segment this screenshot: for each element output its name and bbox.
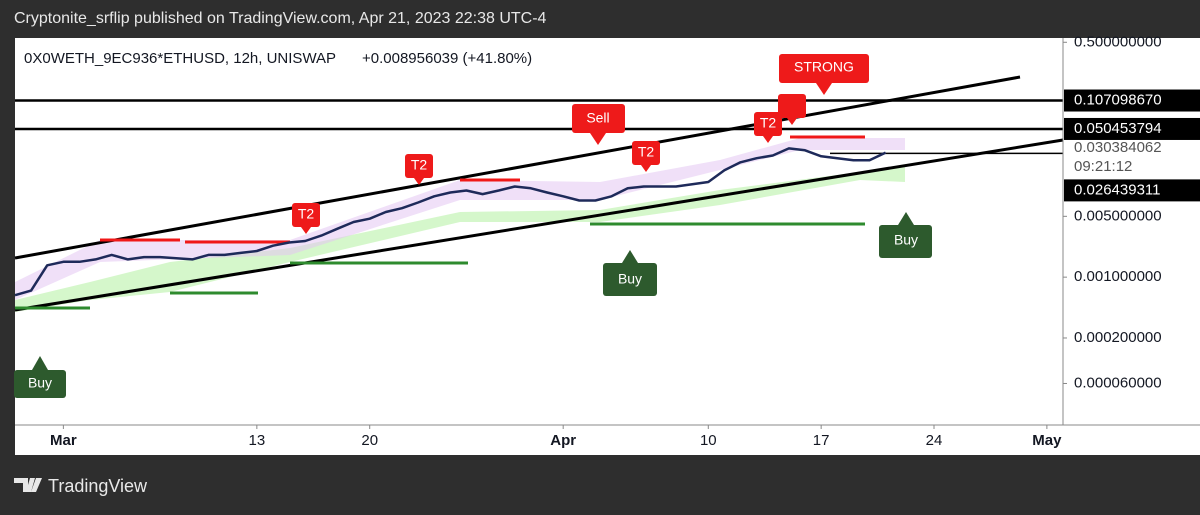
price-line-label-box bbox=[1064, 89, 1200, 112]
footer-brand: TradingView bbox=[48, 476, 148, 496]
signal-sell: Sell bbox=[572, 104, 625, 145]
signal-t2: T2 bbox=[632, 141, 660, 172]
signal-buy: Buy bbox=[14, 356, 66, 398]
countdown: 09:21:12 bbox=[1074, 158, 1132, 175]
chart-change: +0.008956039 (+41.80%) bbox=[362, 50, 532, 67]
signals: Buy Buy Buy Sell T2 T2 T2 T2 STRONG bbox=[14, 54, 932, 398]
cloud-purple bbox=[15, 138, 905, 300]
x-tick-label: 17 bbox=[813, 432, 830, 449]
x-tick-label: Mar bbox=[50, 432, 77, 449]
x-tick-label: 13 bbox=[249, 432, 266, 449]
signal-label: Sell bbox=[586, 110, 609, 126]
x-tick-label: 24 bbox=[926, 432, 943, 449]
signal-label: T2 bbox=[411, 157, 428, 173]
y-tick-label: 0.000060000 bbox=[1074, 374, 1162, 391]
signal-label: STRONG bbox=[794, 59, 854, 75]
y-tick-label: 0.500000000 bbox=[1074, 33, 1162, 50]
signal-t2: T2 bbox=[754, 112, 782, 143]
x-tick-label: 20 bbox=[361, 432, 378, 449]
signal-label: Buy bbox=[618, 271, 642, 287]
price-line-label-box bbox=[1064, 117, 1200, 140]
current-price-label-box bbox=[1064, 179, 1200, 202]
y-tick-label: 0.005000000 bbox=[1074, 207, 1162, 224]
trend-line-upper bbox=[14, 75, 1021, 260]
last-price-label: 0.030384062 bbox=[1074, 139, 1162, 156]
footer: TradingView bbox=[14, 476, 148, 496]
logo bbox=[14, 478, 42, 492]
signal-t2: T2 bbox=[292, 203, 320, 234]
signal-label: T2 bbox=[298, 206, 315, 222]
signal-strong: STRONG bbox=[779, 54, 869, 95]
price-line-series bbox=[14, 147, 887, 297]
current-price-label: 0.026439311 bbox=[1074, 181, 1160, 198]
signal-label: Buy bbox=[894, 232, 918, 248]
signal-label: Buy bbox=[28, 375, 52, 391]
trend-line-lower bbox=[14, 138, 1064, 312]
signal-label: T2 bbox=[638, 144, 655, 160]
y-tick-label: 0.000200000 bbox=[1074, 329, 1162, 346]
header-text: Cryptonite_srflip published on TradingVi… bbox=[14, 10, 547, 27]
signal-buy: Buy bbox=[603, 250, 657, 296]
chart-title: 0X0WETH_9EC936*ETHUSD, 12h, UNISWAP bbox=[24, 50, 336, 67]
y-tick-label: 0.001000000 bbox=[1074, 268, 1162, 285]
x-tick-label: 10 bbox=[700, 432, 717, 449]
signal-label: T2 bbox=[760, 115, 777, 131]
price-panel: 0.500000000 0.005000000 0.001000000 0.00020… bbox=[15, 33, 1200, 455]
signal-t2: T2 bbox=[405, 154, 433, 185]
plot: Mar 13 20 Apr 10 17 24 May bbox=[14, 75, 1064, 449]
x-tick-label: May bbox=[1032, 432, 1062, 449]
signal-buy: Buy bbox=[879, 212, 932, 258]
price-line-label: 0.107098670 bbox=[1074, 91, 1162, 108]
signal-t2 bbox=[778, 94, 806, 125]
x-tick-label: Apr bbox=[550, 432, 576, 449]
price-line-label: 0.050453794 bbox=[1074, 120, 1162, 137]
